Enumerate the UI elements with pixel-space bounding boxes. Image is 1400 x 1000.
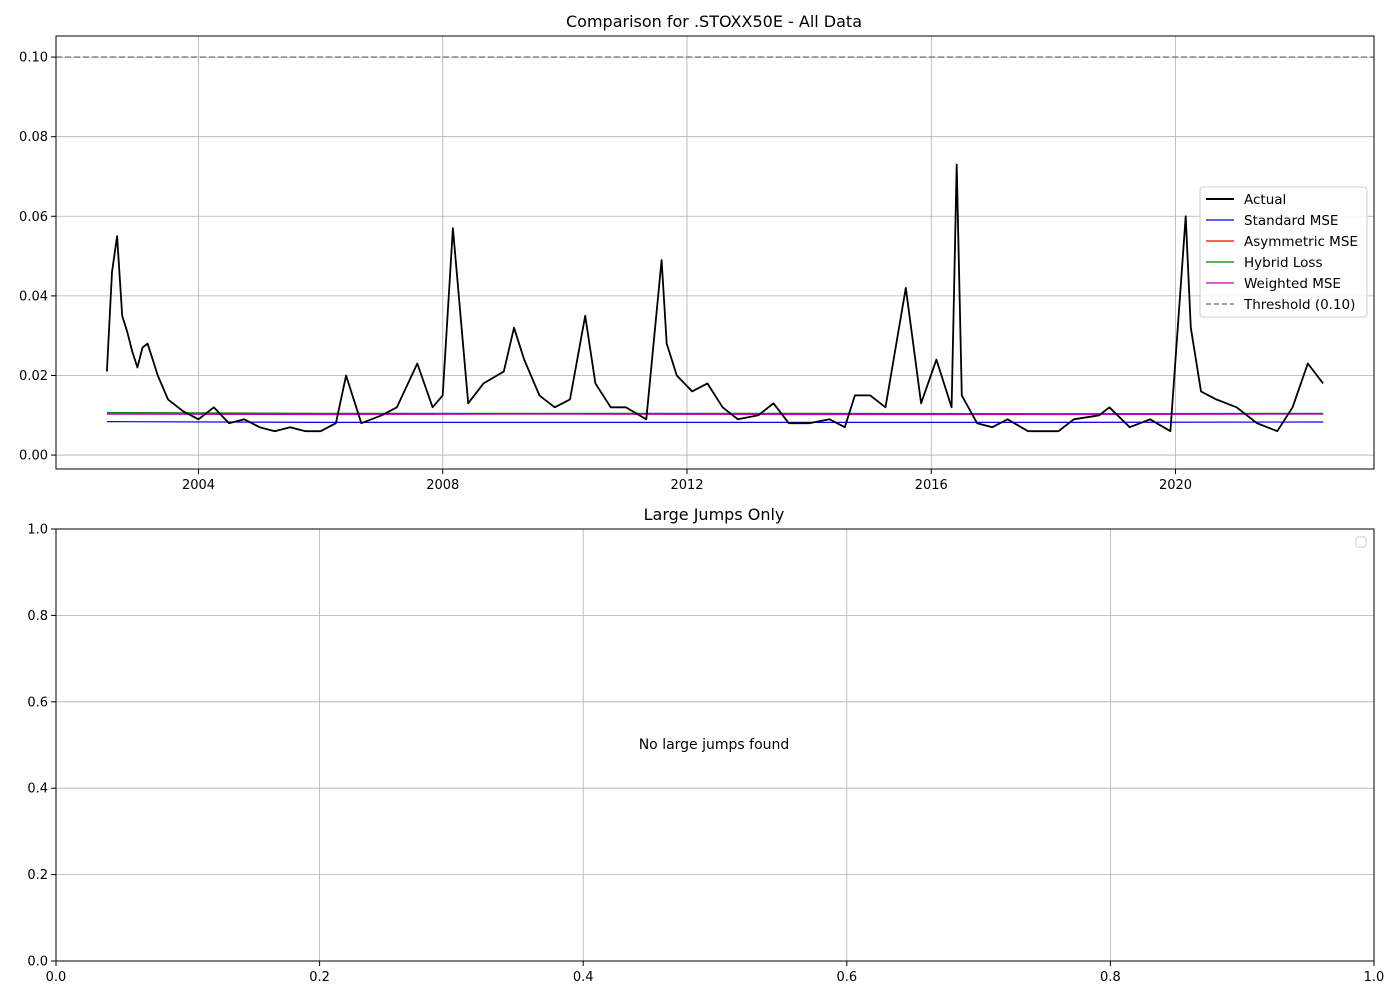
legend-label-weighted-mse: Weighted MSE <box>1244 276 1341 292</box>
bottom-x-tick-label: 0.2 <box>309 970 330 985</box>
top-x-ticks: 2004 2008 2012 2016 2020 <box>182 469 1192 493</box>
top-y-tick-label: 0.08 <box>19 130 48 145</box>
bottom-y-tick-label: 0.6 <box>27 695 48 710</box>
top-chart-title: Comparison for .STOXX50E - All Data <box>566 12 862 31</box>
legend-label-actual: Actual <box>1244 192 1286 208</box>
top-y-tick-label: 0.04 <box>19 289 48 304</box>
legend-label-asymmetric-mse: Asymmetric MSE <box>1244 234 1358 250</box>
bottom-y-tick-label: 1.0 <box>27 523 48 538</box>
bottom-x-ticks: 0.0 0.2 0.4 0.6 0.8 1.0 <box>46 961 1385 985</box>
top-y-tick-label: 0.02 <box>19 369 48 384</box>
top-x-tick-label: 2016 <box>915 478 948 493</box>
legend-box <box>1199 186 1368 318</box>
top-y-ticks: 0.00 0.02 0.04 0.06 0.08 0.10 <box>19 51 56 464</box>
series-line-actual <box>106 163 1324 433</box>
top-x-tick-label: 2012 <box>670 478 703 493</box>
series-line-hybrid-loss <box>106 411 1324 415</box>
legend-label-threshold-0-10-: Threshold (0.10) <box>1243 297 1355 313</box>
top-legend: Actual Standard MSE Asymmetric MSE Hybrid L… <box>1199 186 1368 318</box>
bottom-y-tick-label: 0.0 <box>27 955 48 970</box>
legend-label-hybrid-loss: Hybrid Loss <box>1244 255 1322 271</box>
top-y-tick-label: 0.00 <box>19 449 48 464</box>
top-y-tick-label: 0.10 <box>19 51 48 66</box>
series-line-standard-mse <box>106 421 1324 423</box>
bottom-x-tick-label: 0.8 <box>1100 970 1121 985</box>
no-jumps-annotation: No large jumps found <box>639 737 790 753</box>
top-y-tick-label: 0.06 <box>19 210 48 225</box>
empty-legend-box <box>1355 536 1367 548</box>
bottom-y-tick-label: 0.8 <box>27 609 48 624</box>
top-x-tick-label: 2020 <box>1159 478 1192 493</box>
top-axes-frame <box>55 35 1375 470</box>
bottom-x-tick-label: 1.0 <box>1364 970 1385 985</box>
top-x-tick-label: 2008 <box>426 478 459 493</box>
bottom-axes-frame <box>55 528 1375 962</box>
bottom-chart: Large Jumps Only 0.0 0.2 0.4 0.6 0.8 1.0 0.00… <box>27 505 1384 985</box>
top-grid <box>56 36 1374 469</box>
bottom-y-tick-label: 0.2 <box>27 868 48 883</box>
bottom-x-tick-label: 0.0 <box>46 970 67 985</box>
bottom-x-tick-label: 0.4 <box>573 970 594 985</box>
bottom-y-tick-label: 0.4 <box>27 782 48 797</box>
bottom-y-ticks: 0.0 0.2 0.4 0.6 0.8 1.0 <box>27 523 56 970</box>
top-x-tick-label: 2004 <box>182 478 215 493</box>
top-series-group <box>106 163 1324 433</box>
top-chart: Comparison for .STOXX50E - All Data 2004… <box>19 12 1375 493</box>
bottom-chart-title: Large Jumps Only <box>644 505 785 524</box>
bottom-x-tick-label: 0.6 <box>836 970 857 985</box>
legend-label-standard-mse: Standard MSE <box>1244 213 1338 229</box>
